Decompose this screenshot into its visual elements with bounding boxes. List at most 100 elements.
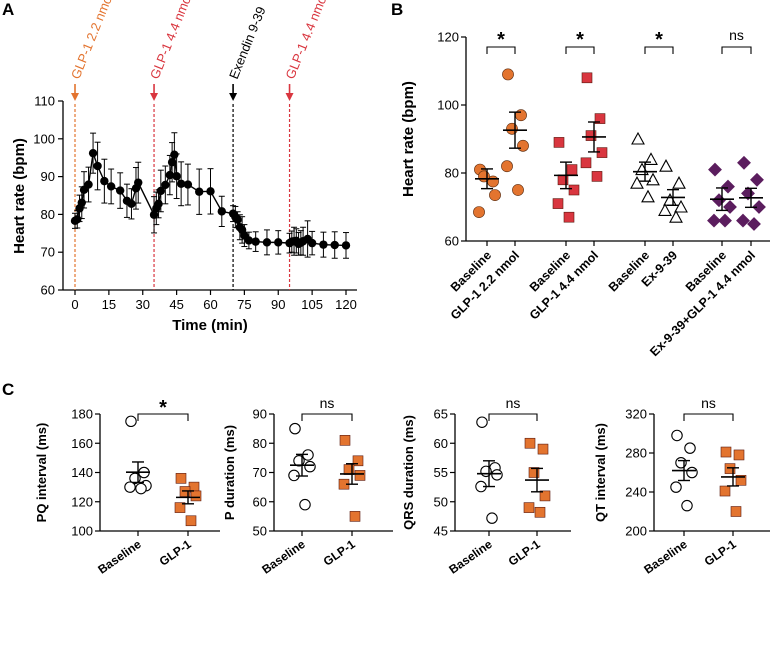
y-tick-label: 180 <box>71 407 93 422</box>
data-point <box>672 176 686 189</box>
data-point <box>712 193 726 208</box>
annotation-label: GLP-1 4.4 nmol <box>147 0 195 81</box>
panel-letter-c: C <box>2 380 14 399</box>
significance-label: * <box>159 397 167 419</box>
significance-label: ns <box>506 395 521 411</box>
data-point <box>349 511 361 522</box>
data-point <box>750 172 764 187</box>
data-point <box>528 467 540 478</box>
x-tick-label: 45 <box>169 297 183 312</box>
category-label: Baseline <box>606 248 652 294</box>
data-point <box>563 211 575 223</box>
y-tick-label: 80 <box>253 436 267 451</box>
significance-label: * <box>655 29 663 51</box>
data-point <box>289 422 301 435</box>
data-point <box>724 463 736 474</box>
data-point <box>262 238 272 247</box>
annotation-label: Exendin 9-39 <box>226 4 269 81</box>
data-point <box>167 158 177 167</box>
y-tick-label: 65 <box>434 407 448 422</box>
chart-c-p: 50 60 70 80 90 P duration (ms) Baseline GLP-1 ns <box>222 395 393 577</box>
data-point <box>502 68 514 81</box>
y-tick-label: 70 <box>41 245 55 260</box>
data-point <box>174 502 186 513</box>
y-axis-title: P duration (ms) <box>222 425 237 520</box>
data-point <box>641 189 655 203</box>
chart-c-qt: 200 240 280 320 QT interval (ms) Baseline GLP-… <box>593 395 770 577</box>
y-axis-title: QRS duration (ms) <box>401 415 416 530</box>
data-point <box>100 176 109 186</box>
data-point <box>88 148 98 158</box>
data-point <box>115 186 125 195</box>
panel-letter-b: B <box>391 0 403 19</box>
data-point <box>735 474 747 486</box>
significance-bracket <box>721 46 752 54</box>
data-point <box>658 203 672 216</box>
significance-label: * <box>497 29 505 51</box>
y-tick-label: 200 <box>625 524 647 539</box>
data-point <box>149 210 159 219</box>
data-point <box>154 199 163 209</box>
annotation-arrow-head <box>71 93 79 101</box>
significance-label: * <box>576 29 584 51</box>
data-point <box>183 180 193 189</box>
data-point <box>339 435 351 446</box>
data-point <box>93 161 102 171</box>
y-tick-label: 60 <box>253 494 267 509</box>
data-point <box>172 172 181 181</box>
data-point <box>190 490 202 502</box>
data-point <box>478 170 490 183</box>
data-point <box>307 238 317 248</box>
annotation-arrow-head <box>285 93 294 101</box>
x-tick-label: 90 <box>271 297 285 312</box>
y-tick-label: 100 <box>71 524 93 539</box>
data-point <box>170 150 179 159</box>
significance-label: ns <box>729 27 744 43</box>
data-point <box>635 162 649 176</box>
data-point <box>134 178 143 187</box>
y-tick-label: 80 <box>41 207 55 222</box>
data-point <box>733 449 745 461</box>
data-point <box>523 502 535 513</box>
panel-letter-a: A <box>2 0 14 19</box>
x-axis-title: Time (min) <box>172 317 248 334</box>
x-tick-label: 75 <box>237 297 251 312</box>
y-axis-title: QT interval (ms) <box>593 423 608 522</box>
category-label: GLP-1 <box>702 537 739 569</box>
data-point <box>737 155 751 170</box>
annotation-label: GLP-1 4.4 nmol <box>282 0 330 81</box>
significance-bracket <box>486 46 516 54</box>
data-point <box>299 498 311 511</box>
data-point <box>659 159 673 172</box>
data-point <box>594 113 606 124</box>
data-point <box>251 237 260 246</box>
data-point <box>354 470 366 481</box>
data-point <box>491 469 503 481</box>
data-point <box>217 207 226 216</box>
data-point <box>552 198 564 209</box>
category-label: GLP-1 <box>157 537 194 569</box>
data-point <box>501 160 513 173</box>
chart-c-pq: 100 120 140 160 180 PQ interval (ms) Baseline G… <box>34 397 220 577</box>
data-point <box>566 164 578 175</box>
data-point <box>736 213 750 228</box>
data-point <box>319 240 328 249</box>
data-point <box>176 179 186 188</box>
data-point <box>274 238 283 247</box>
y-tick-label: 320 <box>625 407 647 422</box>
y-tick-label: 60 <box>41 283 55 298</box>
data-point <box>670 481 682 493</box>
significance-bracket <box>301 413 353 421</box>
y-tick-label: 60 <box>445 234 459 249</box>
data-point <box>539 490 551 502</box>
y-tick-label: 100 <box>33 131 55 146</box>
data-point <box>720 446 732 458</box>
data-point <box>686 466 698 479</box>
y-tick-label: 100 <box>437 98 459 113</box>
y-axis-title: Heart rate (bpm) <box>400 81 417 197</box>
data-point <box>165 170 175 180</box>
y-tick-label: 70 <box>253 465 267 480</box>
category-label: GLP-1 <box>321 537 358 569</box>
significance-bracket <box>565 46 595 54</box>
significance-bracket <box>683 413 734 421</box>
